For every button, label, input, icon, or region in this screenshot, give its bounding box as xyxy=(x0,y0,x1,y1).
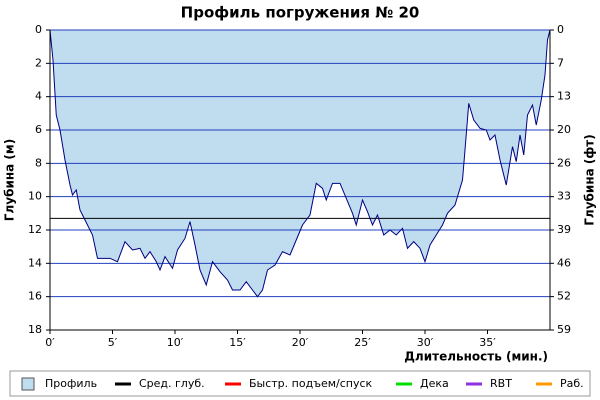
y2-tick-label: 39 xyxy=(557,223,571,236)
y-tick-label: 0 xyxy=(35,23,42,36)
legend-label: Дека xyxy=(420,377,449,390)
y-tick-label: 18 xyxy=(28,323,42,336)
x-tick-label: 10′ xyxy=(167,336,184,349)
y-tick-label: 2 xyxy=(35,56,42,69)
y-tick-label: 4 xyxy=(35,90,42,103)
y-tick-label: 12 xyxy=(28,223,42,236)
y-tick-label: 10 xyxy=(28,190,42,203)
x-tick-label: 15′ xyxy=(229,336,246,349)
y2-tick-label: 7 xyxy=(557,56,564,69)
x-tick-label: 35′ xyxy=(479,336,496,349)
legend-label: Сред. глуб. xyxy=(139,377,205,390)
legend-label: Раб. xyxy=(560,377,584,390)
legend-swatch xyxy=(21,377,35,391)
y2-tick-label: 20 xyxy=(557,123,571,136)
y2-tick-label: 52 xyxy=(557,290,571,303)
y2-tick-label: 26 xyxy=(557,156,571,169)
x-tick-label: 25′ xyxy=(354,336,371,349)
x-tick-label: 20′ xyxy=(292,336,309,349)
x-tick-label: 30′ xyxy=(417,336,434,349)
y2-tick-label: 0 xyxy=(557,23,564,36)
y2-tick-label: 46 xyxy=(557,256,571,269)
x-tick-label: 5′ xyxy=(108,336,118,349)
y2-axis-label: Глубина (фт) xyxy=(583,134,597,225)
y-tick-label: 14 xyxy=(28,256,42,269)
y-tick-label: 6 xyxy=(35,123,42,136)
y-tick-label: 16 xyxy=(28,290,42,303)
chart-title: Профиль погружения № 20 xyxy=(181,4,420,22)
legend-label: RBT xyxy=(490,377,512,390)
y2-tick-label: 59 xyxy=(557,323,571,336)
legend-label: Профиль xyxy=(45,377,97,390)
legend-box xyxy=(9,370,591,397)
y2-tick-label: 33 xyxy=(557,190,571,203)
profile-line xyxy=(49,29,551,298)
x-tick-label: 0′ xyxy=(45,336,55,349)
y-axis-label: Глубина (м) xyxy=(3,139,17,221)
x-axis-label: Длительность (мин.) xyxy=(404,350,548,364)
y2-tick-label: 13 xyxy=(557,90,571,103)
y-tick-label: 8 xyxy=(35,156,42,169)
legend-label: Быстр. подъем/спуск xyxy=(249,377,373,390)
